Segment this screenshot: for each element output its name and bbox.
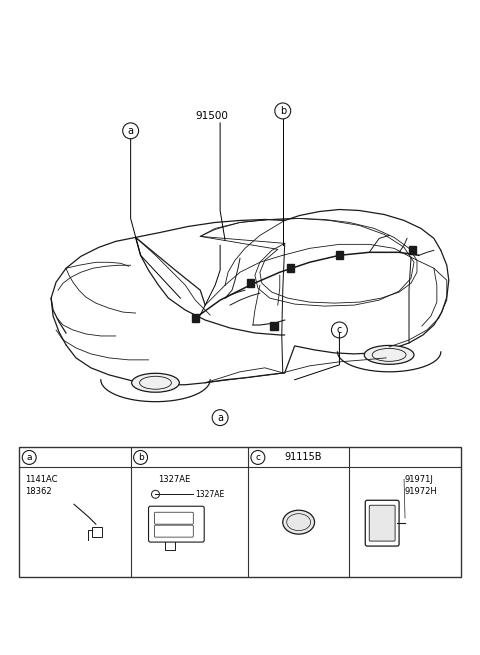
Ellipse shape — [364, 345, 414, 364]
Text: b: b — [138, 453, 144, 462]
Bar — [270, 322, 278, 330]
Text: 1327AE: 1327AE — [158, 476, 191, 484]
Text: b: b — [280, 106, 286, 116]
Text: 91971J: 91971J — [404, 476, 433, 484]
Text: a: a — [217, 413, 223, 422]
Text: c: c — [255, 453, 260, 462]
Bar — [92, 527, 102, 537]
Text: a: a — [26, 453, 32, 462]
Ellipse shape — [283, 510, 314, 534]
Text: 91500: 91500 — [195, 111, 228, 121]
Ellipse shape — [132, 373, 180, 392]
Bar — [192, 314, 199, 322]
Text: 1141AC: 1141AC — [25, 476, 58, 484]
FancyBboxPatch shape — [369, 505, 395, 541]
Text: c: c — [337, 325, 342, 335]
Bar — [409, 246, 416, 254]
Text: 91115B: 91115B — [284, 453, 322, 462]
Text: 1327AE: 1327AE — [195, 490, 225, 499]
Text: 18362: 18362 — [25, 487, 52, 496]
Bar — [287, 264, 294, 272]
Text: 91972H: 91972H — [404, 487, 437, 496]
Text: a: a — [128, 126, 133, 136]
Bar — [336, 252, 343, 259]
Bar — [19, 447, 461, 577]
Bar — [247, 279, 254, 287]
